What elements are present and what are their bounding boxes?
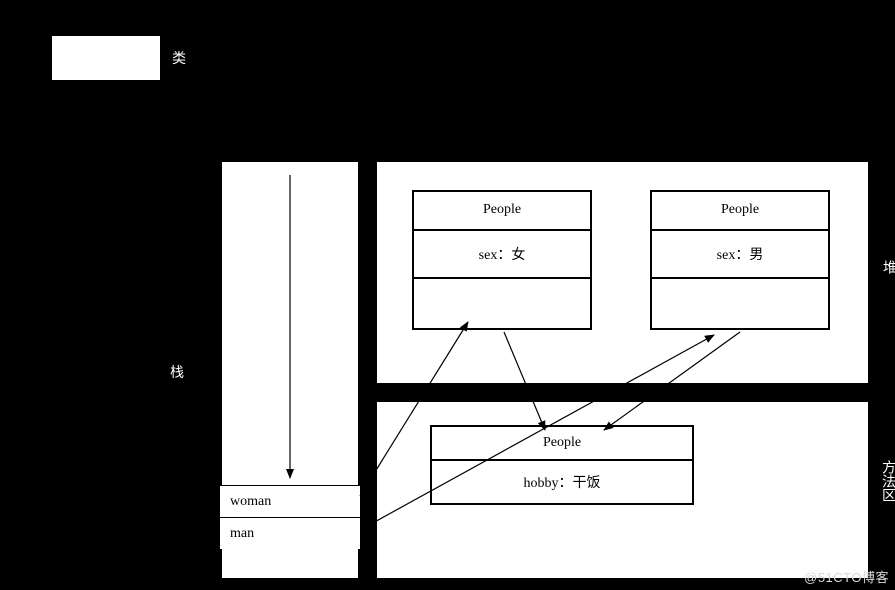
method-area-region-label: 方法区 xyxy=(877,460,895,502)
heap-object-field: sex：女 xyxy=(414,231,590,280)
heap-object-woman: People sex：女 xyxy=(412,190,592,330)
heap-object-title: People xyxy=(414,192,590,231)
heap-object-man: People sex：男 xyxy=(650,190,830,330)
stack-cell-woman: woman xyxy=(220,485,360,517)
method-object-title: People xyxy=(432,427,692,461)
method-object-field: hobby：干饭 xyxy=(432,461,692,503)
heap-region-label: 堆 xyxy=(878,260,895,274)
watermark: @51CTO博客 xyxy=(804,567,889,586)
heap-object-empty xyxy=(652,279,828,328)
heap-object-field: sex：男 xyxy=(652,231,828,280)
class-box xyxy=(50,34,162,82)
heap-object-title: People xyxy=(652,192,828,231)
method-area-object: People hobby：干饭 xyxy=(430,425,694,505)
stack-region-label: 栈 xyxy=(170,362,184,382)
stack-cell-man: man xyxy=(220,517,360,549)
class-region-label: 类 xyxy=(172,48,186,68)
heap-object-empty xyxy=(414,279,590,328)
stack-cell-label: man xyxy=(230,526,254,542)
stack-cell-label: woman xyxy=(230,494,271,510)
